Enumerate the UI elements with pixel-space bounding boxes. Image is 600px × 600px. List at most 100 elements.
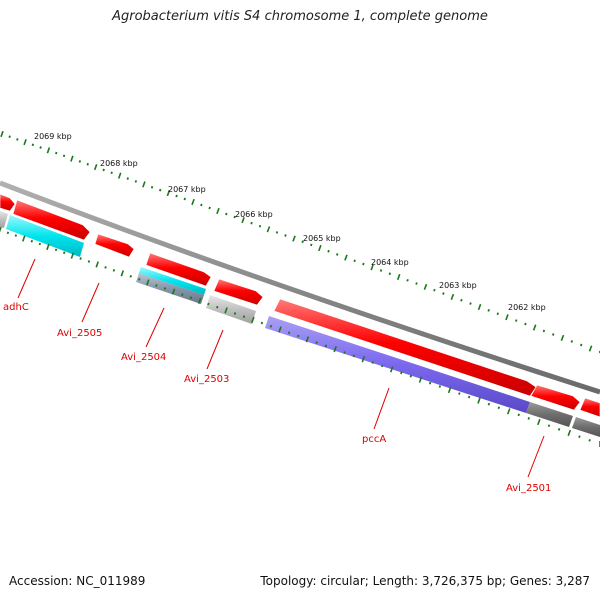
outer-tick-43 [353,259,356,263]
outer-tick-48 [396,273,401,281]
inner-tick-60 [537,418,541,426]
inner-tick-44 [381,364,384,368]
label-avi2503: Avi_2503 [184,374,229,385]
forward-strand-genes [0,193,600,418]
inner-tick-37 [315,341,318,344]
inner-tick-34 [287,331,291,335]
inner-tick-21 [171,288,176,295]
outer-tick-3 [23,139,27,146]
scale-tick-row [0,130,600,354]
scale-label-2063: 2063 kbp [439,281,477,290]
inner-tick-31 [260,321,264,325]
gene-inner-grey-0 [0,211,8,228]
gene-forward-0 [0,193,16,212]
outer-tick-29 [233,215,236,219]
gene-forward-avi2501 [530,384,581,411]
leader-adhC [17,258,36,299]
inner-tick-row [0,226,600,447]
outer-tick-52 [433,288,436,292]
outer-tick-6 [46,147,51,154]
label-adhC: adhC [3,302,29,313]
inner-tick-39 [333,346,337,353]
inner-tick-38 [324,344,328,348]
inner-tick-45 [389,366,394,373]
inner-tick-47 [409,374,413,378]
scale-label-2069: 2069 kbp [34,132,72,141]
inner-tick-1 [6,231,10,235]
outer-tick-36 [292,235,296,242]
inner-tick-49 [428,381,432,385]
inner-tick-62 [557,427,561,431]
scale-label-2068: 2068 kbp [100,159,138,168]
leader-avi2504 [145,307,165,348]
outer-tick-53 [442,292,445,295]
outer-tick-10 [78,160,82,163]
inner-tick-18 [146,279,150,286]
label-avi2505: Avi_2505 [57,328,102,339]
gene-inner-slate-avi2504 [136,273,204,304]
outer-tick-5 [39,146,42,149]
inner-tick-59 [527,417,530,420]
scale-label-2064: 2064 kbp [371,258,409,267]
outer-tick-2 [16,138,19,141]
outer-tick-56 [469,302,472,305]
genome-summary-text: Topology: circular; Length: 3,726,375 bp… [260,574,590,588]
gene-inner-cyan-adhC [6,215,84,257]
inner-tick-61 [547,424,551,427]
inner-tick-23 [189,296,193,300]
outer-tick-23 [183,197,187,201]
outer-tick-55 [460,298,463,302]
leader-pccA [373,387,390,430]
outer-tick-4 [31,143,35,147]
outer-tick-64 [542,329,546,333]
outer-tick-11 [86,162,89,166]
outer-tick-66 [560,334,565,341]
outer-tick-18 [142,181,146,188]
outer-tick-46 [379,269,383,272]
gene-inner-darkgrey-edge [572,417,600,437]
inner-tick-46 [400,371,403,375]
inner-tick-4 [30,239,34,243]
outer-tick-58 [487,308,490,312]
gene-forward-avi2505 [94,233,135,258]
inner-tick-27 [224,307,228,314]
outer-tick-28 [225,212,228,216]
outer-tick-59 [496,312,500,316]
outer-tick-26 [208,206,211,210]
inner-tick-54 [477,397,481,404]
outer-tick-25 [200,203,203,207]
gene-forward-avi2503 [213,278,264,306]
outer-tick-39 [318,244,322,252]
outer-tick-62 [524,322,527,326]
outer-tick-32 [258,224,262,228]
map-title: Agrobacterium vitis S4 chromosome 1, com… [112,9,488,24]
inner-tick-25 [207,302,210,306]
outer-tick-1 [8,135,11,138]
gene-inner-darkgrey-avi2501 [526,402,573,427]
inner-tick-15 [120,270,125,277]
accession-text: Accession: NC_011989 [9,574,146,588]
outer-tick-44 [362,262,365,266]
inner-tick-52 [458,392,461,395]
inner-tick-57 [506,408,511,415]
inner-tick-24 [197,297,202,304]
outer-tick-50 [415,282,418,285]
inner-tick-7 [54,248,58,252]
label-avi2504: Avi_2504 [121,352,166,363]
scale-label-2065: 2065 kbp [303,234,341,243]
outer-tick-42 [344,254,348,261]
inner-tick-6 [46,243,50,251]
outer-tick-30 [241,217,245,224]
outer-tick-54 [450,293,455,300]
chromosome-backbone [0,180,600,395]
outer-tick-40 [327,249,330,253]
inner-tick-41 [352,354,356,358]
scale-label-2062: 2062 kbp [508,303,546,312]
inner-tick-10 [79,257,82,260]
gene-labels: adhC Avi_2505 Avi_2504 Avi_2503 pccA Avi… [3,258,551,494]
outer-tick-16 [126,177,129,180]
inner-tick-58 [517,413,520,417]
outer-tick-19 [150,185,154,189]
inner-ring-genes [0,211,600,437]
inner-tick-64 [578,435,581,438]
